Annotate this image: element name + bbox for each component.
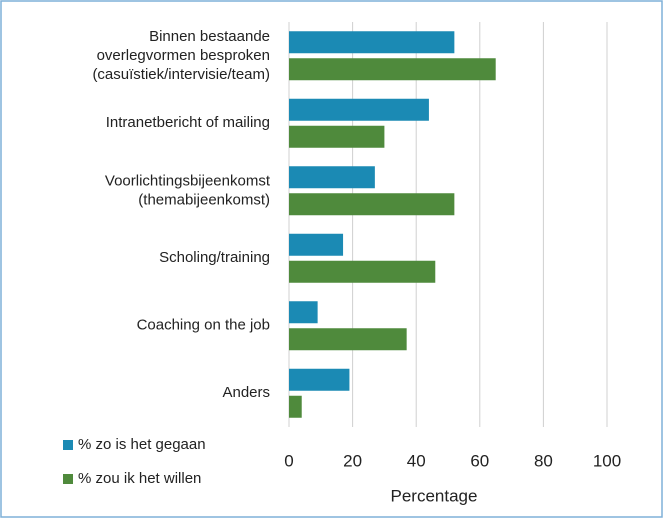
y-tick-label: Anders bbox=[222, 384, 270, 401]
bar bbox=[289, 233, 344, 256]
x-tick-label: 80 bbox=[534, 451, 553, 470]
y-tick-label: Binnen bestaande overlegvormen besproken(… bbox=[92, 28, 270, 83]
x-tick-label: 40 bbox=[407, 451, 426, 470]
bar bbox=[289, 260, 436, 283]
bar bbox=[289, 31, 455, 54]
x-tick-label: 0 bbox=[284, 451, 293, 470]
bar bbox=[289, 58, 496, 81]
bar bbox=[289, 368, 350, 391]
bar bbox=[289, 166, 375, 189]
bar bbox=[289, 193, 455, 216]
x-axis-label: Percentage bbox=[391, 486, 478, 505]
bar bbox=[289, 301, 318, 324]
bar bbox=[289, 395, 302, 418]
x-tick-label: 60 bbox=[470, 451, 489, 470]
legend-label: % zou ik het willen bbox=[78, 470, 201, 487]
legend-swatch bbox=[63, 440, 73, 450]
x-tick-label: 100 bbox=[593, 451, 621, 470]
bar bbox=[289, 98, 429, 121]
bar bbox=[289, 125, 385, 148]
bar bbox=[289, 328, 407, 351]
legend-label: % zo is het gegaan bbox=[78, 436, 206, 453]
x-tick-label: 20 bbox=[343, 451, 362, 470]
legend-swatch bbox=[63, 474, 73, 484]
y-tick-label: Scholing/training bbox=[159, 249, 270, 266]
y-tick-label: Intranetbericht of mailing bbox=[106, 114, 270, 131]
y-tick-label: Coaching on the job bbox=[137, 317, 270, 334]
y-tick-label: Voorlichtingsbijeenkomst (themabijeenkoms… bbox=[105, 172, 271, 208]
